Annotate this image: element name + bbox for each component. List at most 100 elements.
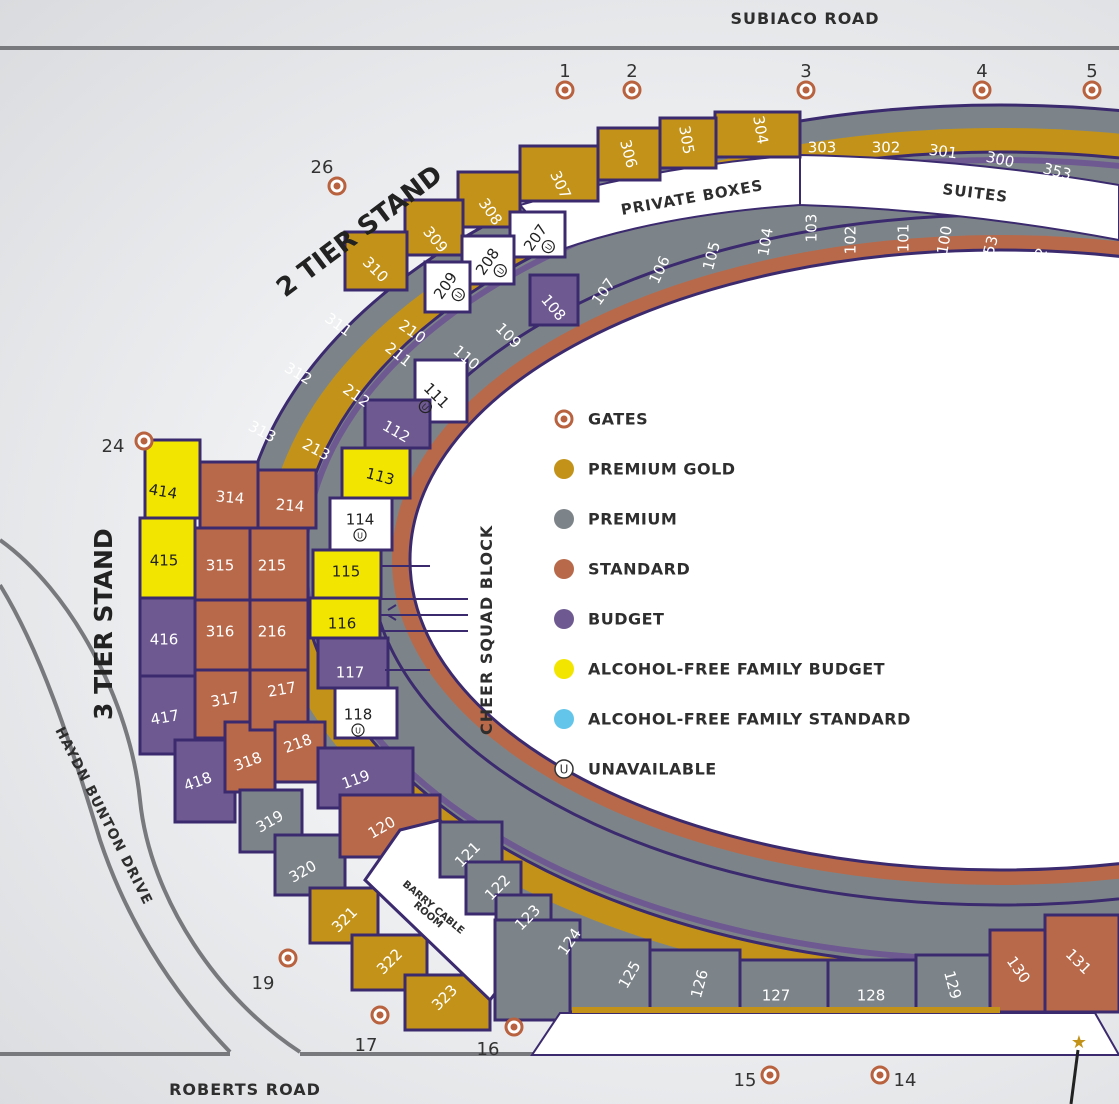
legend-label: STANDARD [588, 560, 690, 579]
section-number-127: 127 [762, 987, 791, 1005]
gate-1: 1 [555, 61, 575, 100]
section-207[interactable] [508, 210, 567, 259]
section-label-127: 127 [762, 987, 791, 1005]
legend-item-af_standard: ALCOHOL-FREE FAMILY STANDARD [554, 709, 911, 729]
top-stand [343, 110, 802, 450]
section-115[interactable] [311, 548, 383, 600]
section-113[interactable] [340, 446, 412, 500]
section-number-300: 300 [984, 148, 1016, 172]
gate-icon-dot [978, 86, 986, 94]
gate-number: 5 [1086, 61, 1097, 82]
section-128[interactable] [826, 958, 918, 1014]
section-216[interactable] [248, 598, 310, 672]
section-number-114: 114 [346, 511, 375, 529]
gate-icon-dot [561, 86, 569, 94]
unavailable-symbol: U [454, 290, 465, 300]
section-320[interactable] [273, 833, 347, 897]
three-tier-stand-label: 3 TIER STAND [89, 528, 118, 720]
gate-number: 14 [894, 1070, 917, 1091]
section-124[interactable] [493, 918, 582, 1022]
gate-icon-dot [376, 1011, 384, 1019]
section-310[interactable] [343, 230, 409, 292]
section-number-317: 317 [209, 688, 240, 711]
section-131[interactable] [1043, 913, 1119, 1014]
gate-5: 5 [1082, 61, 1102, 100]
unavailable-icon [451, 288, 465, 302]
section-label-314: 314 [215, 487, 245, 507]
unavailable-symbol: U [560, 763, 569, 777]
haydn-bunton-drive-outer [0, 583, 232, 1054]
section-209[interactable] [423, 260, 472, 314]
section-label-301: 301 [928, 141, 959, 163]
gate-24: 24 [102, 431, 154, 457]
unavailable-symbol: U [544, 242, 555, 252]
section-number-104: 104 [754, 226, 777, 257]
gate-icon-dot [802, 86, 810, 94]
section-number-100: 100 [933, 224, 956, 255]
section-306[interactable] [596, 126, 662, 182]
gate-icon-dot [876, 1071, 884, 1079]
section-108[interactable] [528, 273, 580, 327]
unavailable-icon [541, 240, 555, 254]
legend-label: ALCOHOL-FREE FAMILY BUDGET [588, 660, 885, 679]
field [408, 248, 1119, 872]
section-125[interactable] [568, 938, 652, 1014]
section-label-101: 101 [895, 224, 913, 253]
gate-icon-dot [284, 954, 292, 962]
section-314[interactable] [198, 460, 260, 530]
section-label-100: 100 [933, 224, 956, 255]
section-number-414: 414 [147, 480, 178, 503]
section-label-116: 116 [328, 615, 357, 633]
section-number-118: 118 [344, 706, 373, 724]
unavailable-icon [418, 400, 432, 414]
section-414[interactable] [143, 438, 202, 520]
section-number-101: 101 [895, 224, 913, 253]
legend-swatch [554, 509, 574, 529]
section-label-214: 214 [275, 495, 305, 515]
unavailable-icon [493, 264, 507, 278]
star-marker-icon: ★ [1071, 1032, 1087, 1053]
section-label-117: 117 [336, 664, 365, 682]
unavailable-icon [353, 528, 367, 542]
legend-label: ALCOHOL-FREE FAMILY STANDARD [588, 710, 911, 729]
gate-icon-dot [628, 86, 636, 94]
unavailable-symbol: U [419, 402, 430, 413]
section-number-305: 305 [675, 124, 698, 155]
section-number-214: 214 [275, 495, 305, 515]
section-117[interactable] [316, 636, 390, 690]
section-label-304: 304 [749, 114, 772, 145]
section-label-303: 303 [808, 139, 837, 157]
gate-3: 3 [796, 61, 816, 100]
unavailable-symbol: U [496, 266, 507, 276]
gate-icon-dot [140, 437, 148, 445]
section-number-316: 316 [206, 623, 235, 641]
unavailable-icon [554, 759, 574, 779]
section-label-305: 305 [675, 124, 698, 155]
section-number-415: 415 [150, 552, 179, 570]
unavailable-symbol: U [357, 532, 363, 541]
section-label-300: 300 [984, 148, 1016, 172]
section-number-215: 215 [258, 557, 287, 575]
gate-16: 16 [477, 1017, 524, 1060]
gate-number: 16 [477, 1039, 500, 1060]
section-416[interactable] [138, 596, 197, 678]
suites-area [799, 153, 1119, 242]
gate-15: 15 [734, 1065, 780, 1091]
section-118[interactable] [333, 686, 399, 740]
section-label-416: 416 [150, 631, 179, 649]
section-315[interactable] [193, 526, 252, 602]
section-217[interactable] [248, 668, 310, 732]
section-number-216: 216 [258, 623, 287, 641]
gate-icon-dot [560, 415, 568, 423]
lower-left-stand [238, 746, 582, 1032]
section-129[interactable] [914, 953, 1000, 1014]
gate-26: 26 [311, 157, 347, 196]
section-307[interactable] [518, 144, 600, 203]
legend-swatch [554, 609, 574, 629]
unavailable-icon [351, 723, 365, 737]
unavailable-symbol: U [355, 727, 361, 736]
section-number-117: 117 [336, 664, 365, 682]
section-309[interactable] [403, 198, 465, 257]
gate-number: 24 [102, 436, 125, 457]
